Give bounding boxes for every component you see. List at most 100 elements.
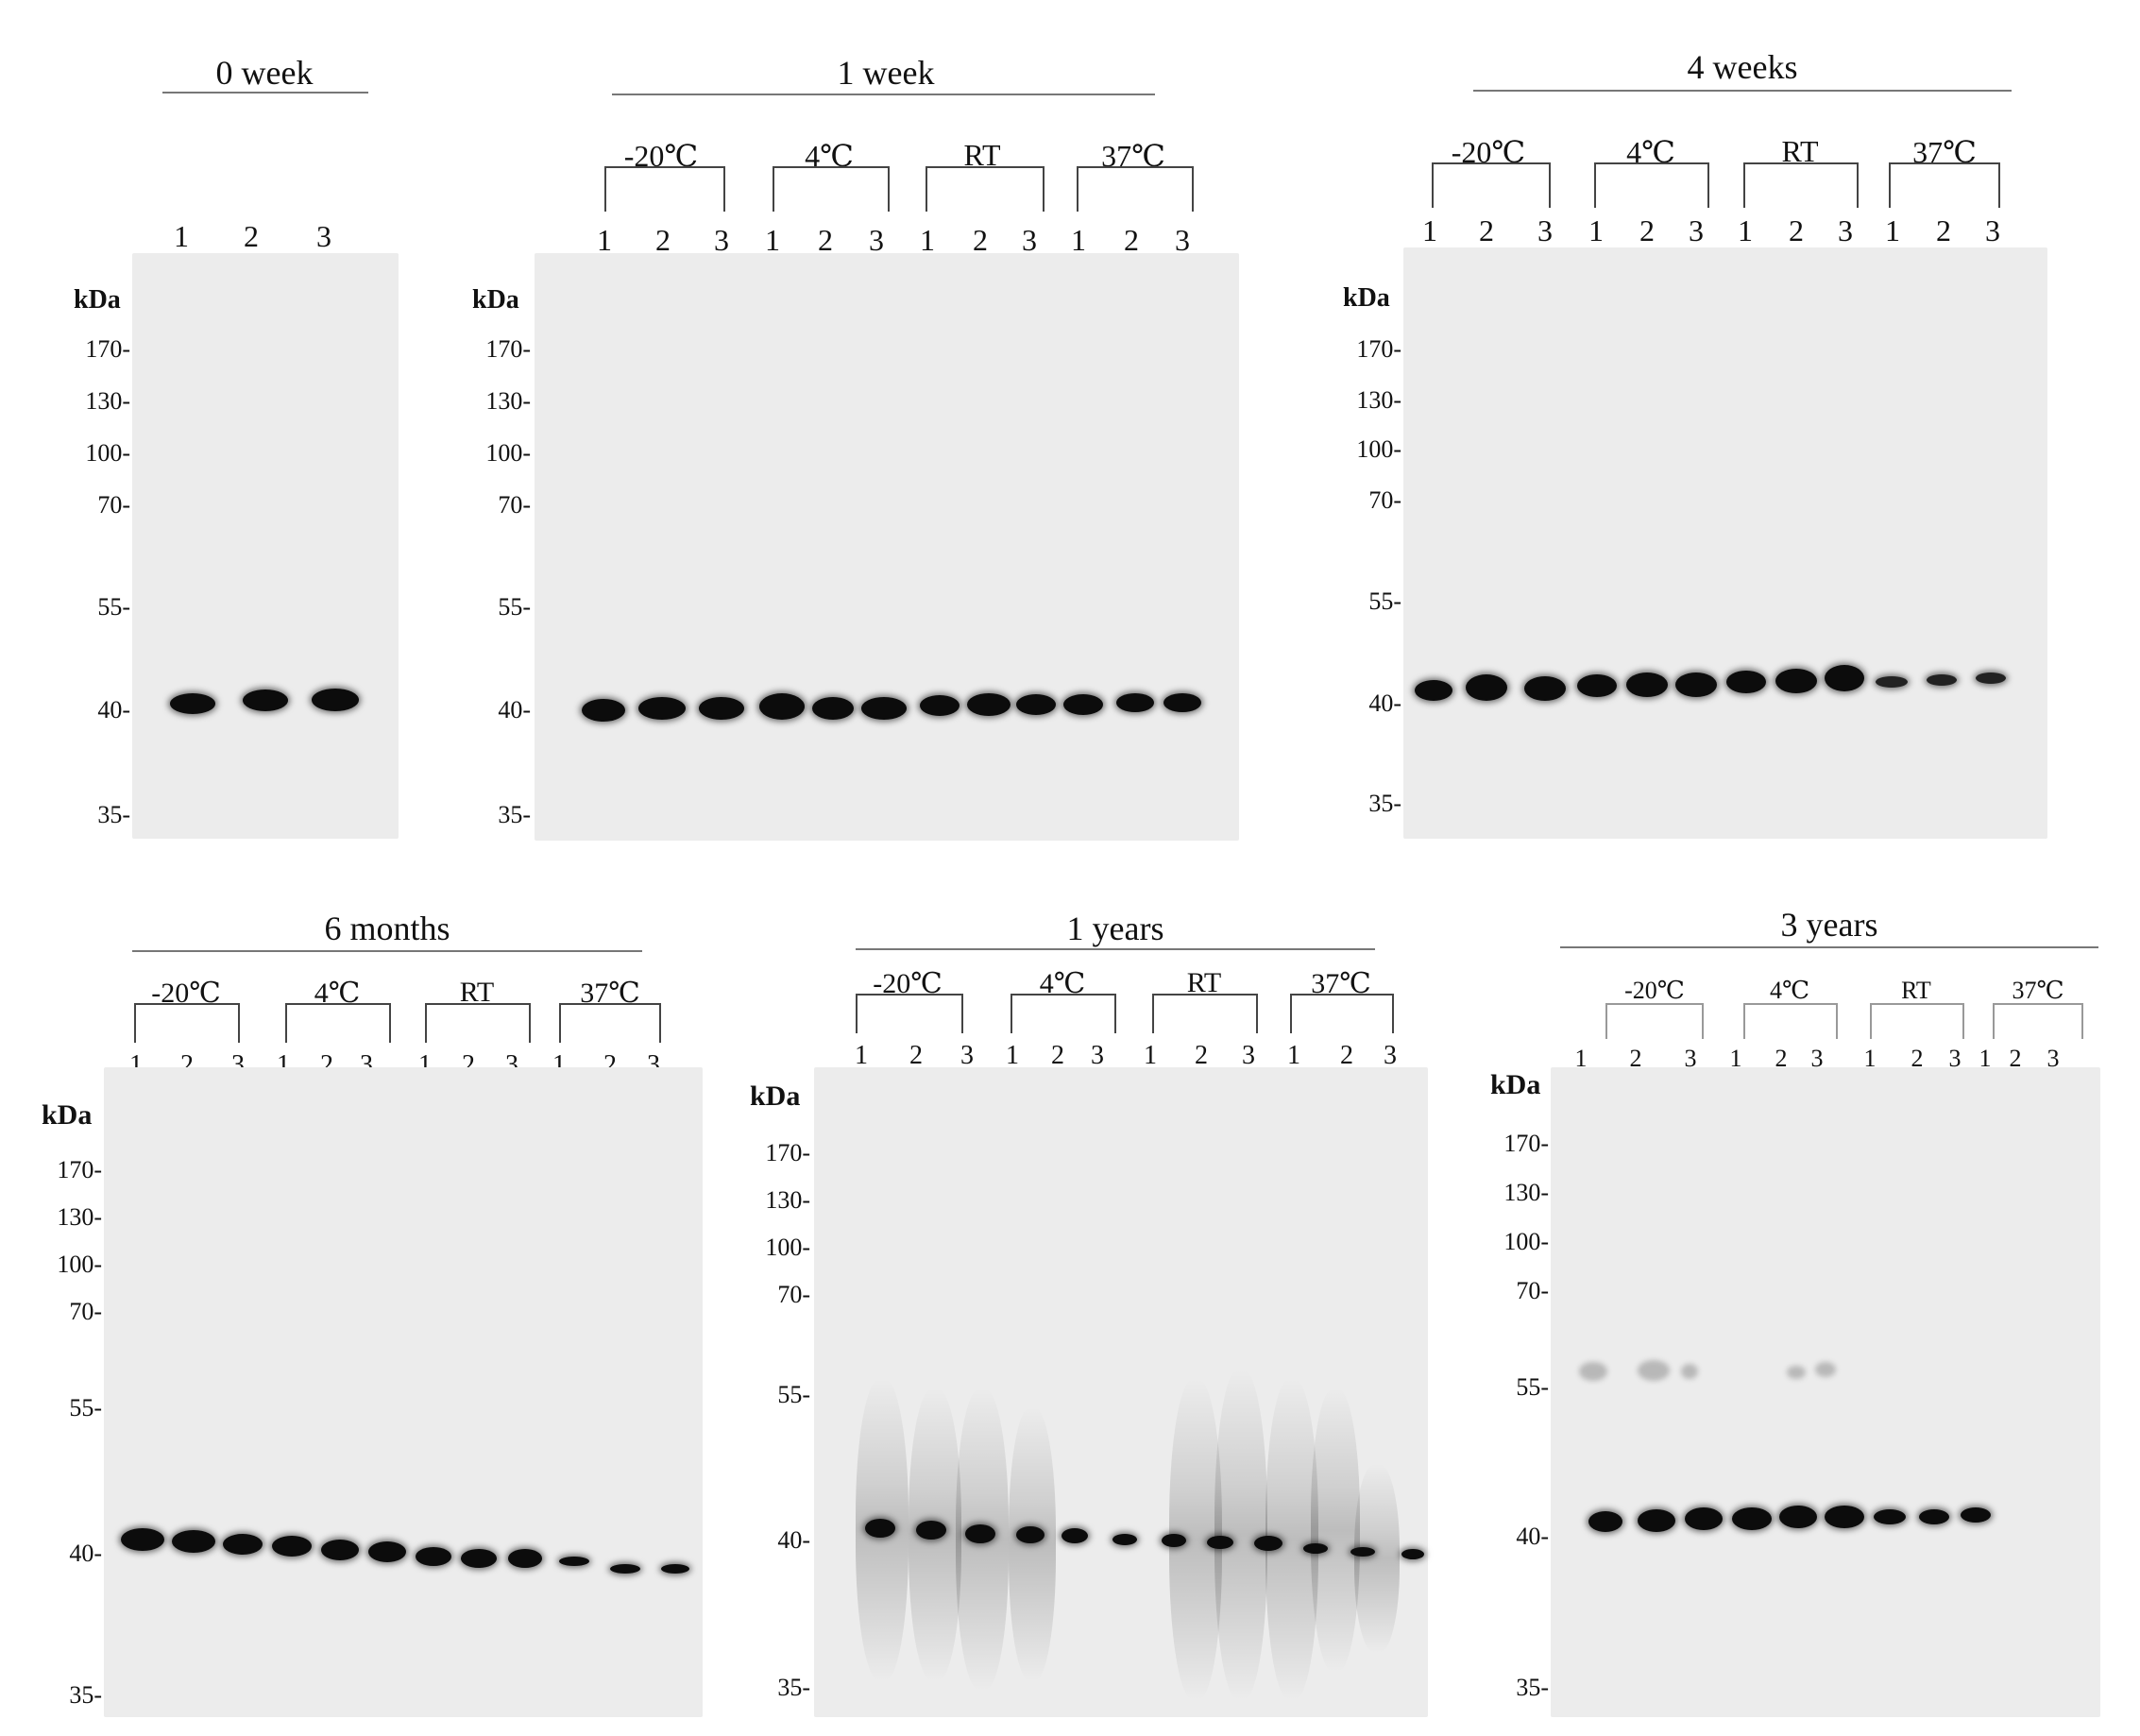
protein-band xyxy=(170,693,215,714)
marker-40: 40- xyxy=(97,696,130,723)
lane-number: 3 xyxy=(1175,223,1190,257)
panel-title: 1 week xyxy=(837,54,935,92)
lane-number: 1 xyxy=(1422,213,1437,247)
lane-number: 2 xyxy=(909,1041,923,1070)
lane-number: 3 xyxy=(1242,1041,1255,1070)
kda-label: kDa xyxy=(1343,283,1390,313)
protein-band xyxy=(559,1557,589,1566)
lane-number: 2 xyxy=(1124,223,1139,257)
protein-band xyxy=(1775,669,1817,693)
lane-number: 1 xyxy=(1738,213,1753,247)
marker-130: 130- xyxy=(765,1186,810,1214)
protein-band xyxy=(272,1536,312,1557)
lane-smear xyxy=(1311,1388,1360,1672)
lane-smear xyxy=(1214,1370,1267,1700)
lane-number: 2 xyxy=(1911,1045,1924,1072)
marker-35: 35- xyxy=(1516,1674,1549,1701)
panel-title: 0 week xyxy=(215,54,314,92)
kda-label: kDa xyxy=(472,285,519,315)
protein-band xyxy=(1063,694,1103,715)
protein-band xyxy=(1524,676,1566,701)
title-underline xyxy=(856,948,1375,950)
protein-band xyxy=(661,1564,689,1574)
blot-membrane xyxy=(814,1067,1428,1717)
lane-number: 3 xyxy=(1537,213,1553,247)
protein-band xyxy=(1927,674,1957,686)
protein-band xyxy=(1401,1549,1424,1559)
lane-number: 2 xyxy=(818,223,833,257)
kda-label: kDa xyxy=(750,1081,801,1112)
panel-title: 4 weeks xyxy=(1687,48,1798,86)
condition-bracket xyxy=(1011,994,1116,1033)
condition-bracket xyxy=(1594,162,1709,208)
title-underline xyxy=(1473,90,2012,92)
protein-band xyxy=(1779,1506,1817,1528)
marker-70: 70- xyxy=(69,1298,102,1325)
protein-band xyxy=(1350,1547,1375,1557)
marker-55: 55- xyxy=(777,1381,810,1408)
condition-label: 4℃ xyxy=(1769,977,1810,1004)
marker-170: 170- xyxy=(1356,335,1401,363)
kda-label: kDa xyxy=(74,285,121,315)
panel-title: 1 years xyxy=(1066,910,1164,947)
condition-bracket xyxy=(1605,1003,1704,1039)
protein-band xyxy=(1112,1534,1137,1545)
lane-number: 3 xyxy=(869,223,884,257)
marker-130: 130- xyxy=(1356,386,1401,414)
protein-band xyxy=(920,695,960,716)
marker-100: 100- xyxy=(57,1251,102,1278)
marker-40: 40- xyxy=(69,1540,102,1567)
marker-130: 130- xyxy=(85,387,130,415)
condition-bracket xyxy=(1290,994,1394,1033)
protein-band xyxy=(1638,1509,1675,1532)
lane-number: 2 xyxy=(1340,1041,1353,1070)
protein-band xyxy=(416,1547,451,1566)
protein-band xyxy=(1254,1536,1282,1551)
lane-number: 1 xyxy=(855,1041,868,1070)
condition-bracket xyxy=(604,166,725,212)
marker-100: 100- xyxy=(765,1234,810,1261)
protein-band xyxy=(1016,1526,1045,1543)
lane-number: 2 xyxy=(655,223,671,257)
protein-band xyxy=(1874,1509,1906,1524)
lane-number: 2 xyxy=(973,223,988,257)
protein-band xyxy=(368,1541,406,1562)
lane-number: 2 xyxy=(1479,213,1494,247)
lane-number: 1 xyxy=(1729,1045,1742,1072)
title-underline xyxy=(612,94,1155,95)
protein-band xyxy=(1588,1511,1622,1532)
condition-bracket xyxy=(856,994,963,1033)
lane-number: 2 xyxy=(1629,1045,1642,1072)
condition-bracket xyxy=(1743,1003,1838,1039)
condition-bracket xyxy=(1870,1003,1964,1039)
lane-number: 1 xyxy=(1885,213,1900,247)
lane-number: 1 xyxy=(920,223,935,257)
lane-number: 1 xyxy=(174,219,189,253)
protein-band xyxy=(1685,1507,1723,1530)
marker-170: 170- xyxy=(57,1156,102,1183)
marker-40: 40- xyxy=(1516,1523,1549,1550)
protein-band xyxy=(582,699,625,722)
faint-spot xyxy=(1681,1364,1698,1379)
condition-bracket xyxy=(773,166,890,212)
marker-55: 55- xyxy=(1368,587,1401,615)
protein-band xyxy=(223,1534,263,1555)
protein-band xyxy=(121,1528,164,1551)
lane-number: 3 xyxy=(1985,213,2000,247)
protein-band xyxy=(1976,672,2006,684)
lane-smear xyxy=(1354,1464,1400,1653)
marker-70: 70- xyxy=(97,491,130,519)
panel-title: 3 years xyxy=(1780,906,1878,944)
condition-bracket xyxy=(425,1003,531,1043)
protein-band xyxy=(243,689,288,711)
marker-55: 55- xyxy=(498,593,531,621)
condition-bracket xyxy=(1152,994,1258,1033)
lane-smear xyxy=(1009,1407,1056,1681)
marker-170: 170- xyxy=(85,335,130,363)
blot-membrane xyxy=(132,253,399,839)
condition-bracket xyxy=(1889,162,2000,208)
condition-bracket xyxy=(134,1003,240,1043)
lane-number: 3 xyxy=(960,1041,974,1070)
marker-40: 40- xyxy=(1368,689,1401,717)
marker-170: 170- xyxy=(765,1139,810,1166)
